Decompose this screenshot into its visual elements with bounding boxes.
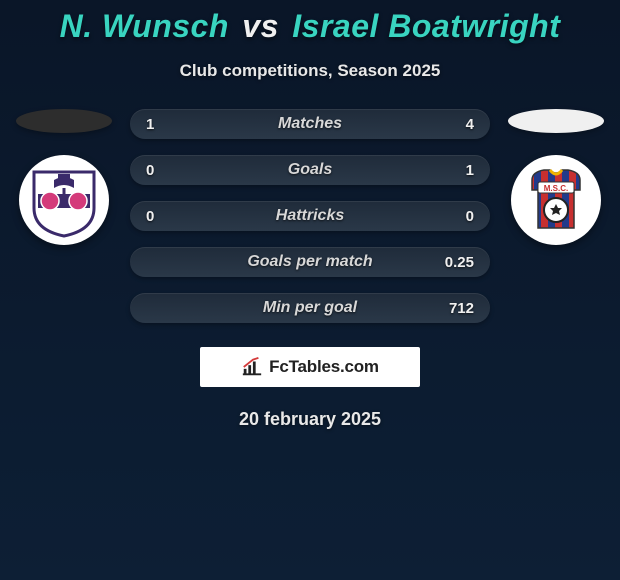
- date-line: 20 february 2025: [0, 409, 620, 430]
- stats-column: 1 Matches 4 0 Goals 1 0 Hattricks 0 Goals per mat…: [130, 109, 490, 323]
- stat-label: Min per goal: [263, 299, 357, 317]
- stat-right-value: 1: [434, 162, 474, 179]
- stat-label: Goals per match: [247, 253, 372, 271]
- svg-text:M.S.C.: M.S.C.: [544, 184, 568, 193]
- stat-right-value: 712: [434, 300, 474, 317]
- stat-left-value: 1: [146, 116, 186, 133]
- player1-column: [16, 109, 112, 245]
- player1-name: N. Wunsch: [60, 8, 229, 44]
- subtitle: Club competitions, Season 2025: [0, 61, 620, 81]
- stat-right-value: 0: [434, 208, 474, 225]
- brand-text: FcTables.com: [269, 357, 379, 377]
- player2-marker: [508, 109, 604, 133]
- stat-left-value: 0: [146, 162, 186, 179]
- stat-label: Goals: [288, 161, 332, 179]
- stat-right-value: 0.25: [434, 254, 474, 271]
- stat-row: 0 Goals 1: [130, 155, 490, 185]
- stat-row: Goals per match 0.25: [130, 247, 490, 277]
- player2-crest: M.S.C.: [511, 155, 601, 245]
- stat-label: Matches: [278, 115, 342, 133]
- stat-row: 0 Hattricks 0: [130, 201, 490, 231]
- player2-column: M.S.C.: [508, 109, 604, 245]
- stat-left-value: 0: [146, 208, 186, 225]
- crest-right-svg: M.S.C.: [516, 160, 596, 240]
- page-title: N. Wunsch vs Israel Boatwright: [0, 8, 620, 45]
- player1-marker: [16, 109, 112, 133]
- stat-row: Min per goal 712: [130, 293, 490, 323]
- comparison-card: N. Wunsch vs Israel Boatwright Club comp…: [0, 0, 620, 430]
- stat-label: Hattricks: [276, 207, 344, 225]
- player1-crest: [19, 155, 109, 245]
- brand-box: FcTables.com: [200, 347, 420, 387]
- main-row: 1 Matches 4 0 Goals 1 0 Hattricks 0 Goals per mat…: [0, 109, 620, 323]
- stat-row: 1 Matches 4: [130, 109, 490, 139]
- stat-right-value: 4: [434, 116, 474, 133]
- chart-icon: [241, 356, 263, 378]
- vs-separator: vs: [242, 8, 279, 44]
- crest-left-svg: [24, 160, 104, 240]
- player2-name: Israel Boatwright: [292, 8, 560, 44]
